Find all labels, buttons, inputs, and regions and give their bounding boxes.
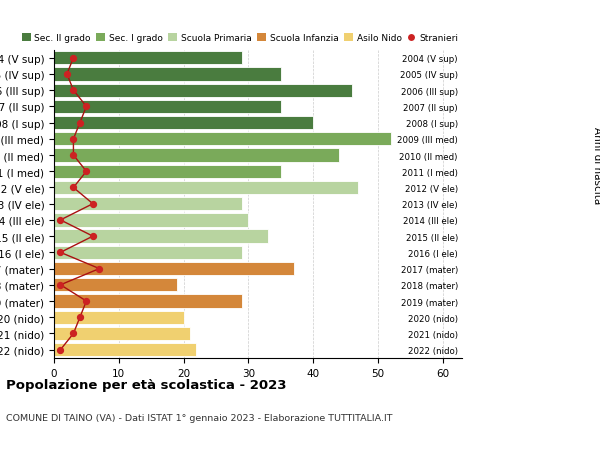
Point [56, 346, 65, 353]
Point [56, 249, 65, 257]
Bar [54, 230, 268, 243]
Bar [54, 84, 352, 98]
Bar [54, 181, 358, 195]
Point [75, 314, 85, 321]
Point [68, 136, 78, 143]
Bar [54, 133, 391, 146]
Bar [54, 263, 293, 276]
Point [82, 298, 91, 305]
Bar [54, 327, 190, 341]
Text: Popolazione per età scolastica - 2023: Popolazione per età scolastica - 2023 [6, 379, 287, 392]
Legend: Sec. II grado, Sec. I grado, Scuola Primaria, Scuola Infanzia, Asilo Nido, Stran: Sec. II grado, Sec. I grado, Scuola Prim… [22, 34, 458, 43]
Bar [54, 149, 339, 162]
Bar [54, 52, 242, 65]
Point [88, 201, 98, 208]
Point [82, 168, 91, 175]
Point [56, 217, 65, 224]
Point [56, 281, 65, 289]
Point [62, 71, 72, 78]
Bar [54, 117, 313, 130]
Point [95, 265, 104, 273]
Point [68, 330, 78, 337]
Bar [54, 295, 242, 308]
Text: Anni di nascita: Anni di nascita [592, 127, 600, 204]
Bar [54, 68, 281, 81]
Point [68, 185, 78, 192]
Bar [54, 311, 184, 324]
Point [68, 55, 78, 62]
Bar [54, 214, 248, 227]
Point [88, 233, 98, 241]
Point [68, 87, 78, 95]
Bar [54, 198, 242, 211]
Point [68, 152, 78, 159]
Bar [54, 101, 281, 114]
Text: COMUNE DI TAINO (VA) - Dati ISTAT 1° gennaio 2023 - Elaborazione TUTTITALIA.IT: COMUNE DI TAINO (VA) - Dati ISTAT 1° gen… [6, 413, 392, 422]
Bar [54, 279, 177, 292]
Bar [54, 246, 242, 259]
Bar [54, 165, 281, 179]
Point [82, 103, 91, 111]
Point [75, 120, 85, 127]
Bar [54, 343, 196, 357]
